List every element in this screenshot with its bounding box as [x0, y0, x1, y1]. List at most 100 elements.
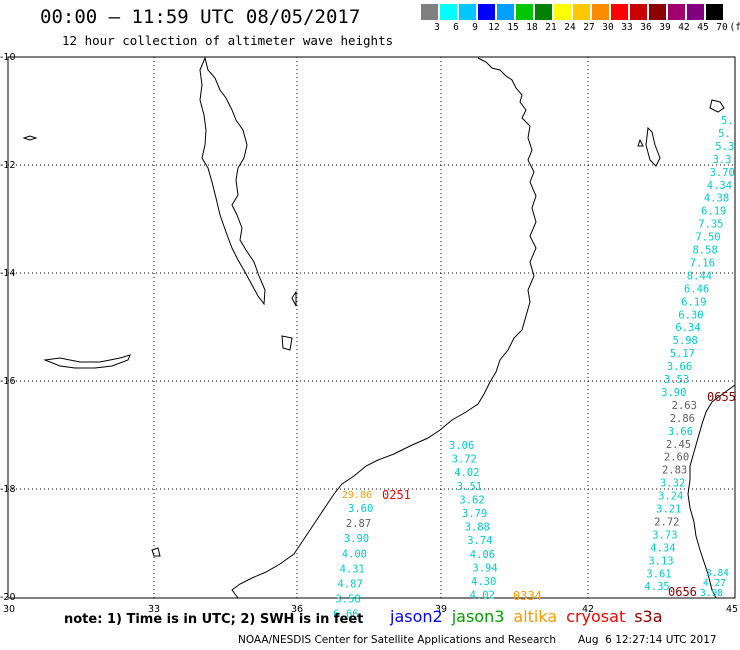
scale-label: 42	[678, 22, 690, 33]
wave-height-value: 3.90	[344, 533, 369, 545]
wave-height-value: 3.90	[661, 387, 686, 399]
s3a-time-label-bottom: 0656	[668, 585, 697, 599]
scale-swatch	[573, 4, 591, 20]
wave-height-value: 3.88	[465, 522, 490, 534]
wave-height-value: 4.02	[470, 590, 495, 602]
coastline	[22, 56, 736, 599]
observation-track-left: 3.60 2.87 3.90 4.00 4.31 4.87 3.58 6.66	[333, 503, 373, 621]
wave-height-value: 4.02	[454, 467, 479, 479]
wave-height-value: 3.79	[462, 508, 487, 520]
cryosat-time-label: 0251	[382, 488, 411, 502]
wave-height-value: 5.17	[670, 348, 695, 360]
wave-height-value: 6.19	[681, 296, 706, 308]
scale-label: 70	[716, 22, 728, 33]
wave-height-value: 6.34	[675, 322, 700, 334]
wave-height-value: 3.66	[668, 426, 693, 438]
wave-height-value: 2.83	[662, 465, 687, 477]
wave-height-value: 3.13	[648, 555, 673, 567]
wave-height-value: 7.50	[695, 232, 720, 244]
longitude-labels: 30 33 36 39 42 45	[3, 604, 738, 615]
wave-height-value: 4.34	[650, 542, 675, 554]
scale-label: 45	[697, 22, 709, 33]
legend-entry-altika: altika	[513, 607, 558, 626]
scale-label: 9	[472, 22, 478, 33]
scale-swatch	[668, 4, 686, 20]
wave-height-value: 5.3	[715, 141, 734, 153]
scale-swatch	[687, 4, 705, 20]
lat-label: -18	[0, 484, 16, 495]
wave-height-value: 3.51	[457, 481, 482, 493]
wave-height-value: 3.3	[712, 154, 731, 166]
wave-height-value: 2.72	[654, 516, 679, 528]
scale-swatch	[592, 4, 610, 20]
wave-height-value: 4.35	[644, 581, 669, 593]
wave-height-value: 8.58	[693, 245, 718, 257]
wave-height-value: 8.44	[687, 270, 712, 282]
page-title: 00:00 – 11:59 UTC 08/05/2017	[40, 6, 361, 28]
scale-swatch	[497, 4, 515, 20]
wave-height-value: 6.19	[701, 206, 726, 218]
scale-label: 39	[659, 22, 671, 33]
wave-height-value: 5.	[721, 115, 734, 127]
wave-height-value: 4.30	[471, 576, 496, 588]
lat-label: -10	[0, 52, 16, 63]
scale-swatch	[706, 4, 724, 20]
lat-label: -14	[0, 268, 16, 279]
units-note: note: 1) Time is in UTC; 2) SWH is in fe…	[64, 612, 364, 627]
wave-height-value: 4.31	[340, 563, 365, 575]
scale-swatch	[535, 4, 553, 20]
scale-swatch	[649, 4, 667, 20]
wave-height-value: 3.62	[459, 494, 484, 506]
legend-entry-jason2: jason2	[390, 607, 443, 626]
wave-height-value: 3.84	[706, 568, 729, 579]
wave-height-value: 3.21	[656, 504, 681, 516]
scale-swatch	[478, 4, 496, 20]
observation-track-center: 3.063.724.023.513.623.793.883.744.063.94…	[449, 440, 498, 602]
wave-height-value: 6.66	[333, 609, 358, 621]
lon-label: 30	[3, 604, 15, 615]
wave-height-value: 3.73	[652, 529, 677, 541]
scale-label: 15	[507, 22, 519, 33]
lon-label: 33	[148, 604, 160, 615]
scale-label: 12	[488, 22, 500, 33]
altika-time-label: 0334	[513, 589, 542, 603]
wave-height-value: 3.66	[667, 361, 692, 373]
wave-height-value: 5.98	[673, 335, 698, 347]
scale-label: 30	[602, 22, 614, 33]
wave-height-value: 3.32	[660, 478, 685, 490]
latitude-labels: -10 -12 -14 -16 -18 -20	[0, 52, 16, 603]
wave-height-value: 6.30	[678, 309, 703, 321]
credit-line: NOAA/NESDIS Center for Satellite Applica…	[238, 634, 556, 646]
wave-height-value: 3.94	[472, 562, 497, 574]
wave-height-value: 4.00	[342, 548, 367, 560]
wave-height-value: 4.34	[707, 180, 732, 192]
scale-label: 3	[434, 22, 440, 33]
scale-label: (ft)	[729, 22, 740, 33]
lat-label: -16	[0, 376, 16, 387]
satellite-legend: jason2 jason3 altika cryosat s3a	[390, 607, 672, 626]
scale-swatch	[421, 4, 439, 20]
wave-height-value: 4.06	[470, 549, 495, 561]
wave-height-value: 4.27	[703, 578, 726, 589]
legend-entry-jason3: jason3	[451, 607, 505, 626]
scale-label: 36	[640, 22, 652, 33]
wave-height-value: 4.38	[704, 193, 729, 205]
wave-height-value: 3.98	[700, 588, 723, 599]
lon-label: 45	[726, 604, 738, 615]
altika-value-label: 29.86	[342, 490, 372, 501]
lon-label: 39	[435, 604, 447, 615]
scale-label: 24	[564, 22, 576, 33]
legend-entry-cryosat: cryosat	[566, 607, 626, 626]
wave-height-value: 3.72	[452, 454, 477, 466]
generation-timestamp: Aug 6 12:27:14 UTC 2017	[578, 634, 717, 646]
lon-label: 42	[582, 604, 594, 615]
s3a-time-label-top: 0655	[707, 390, 736, 404]
page-subtitle: 12 hour collection of altimeter wave hei…	[62, 33, 394, 48]
wave-height-value: 6.46	[684, 283, 709, 295]
wave-height-value: 5.	[718, 128, 731, 140]
lat-lon-grid	[8, 57, 735, 598]
scale-swatch	[611, 4, 629, 20]
lat-label: -20	[0, 592, 16, 603]
map-frame	[7, 56, 736, 599]
scale-label: 33	[621, 22, 633, 33]
